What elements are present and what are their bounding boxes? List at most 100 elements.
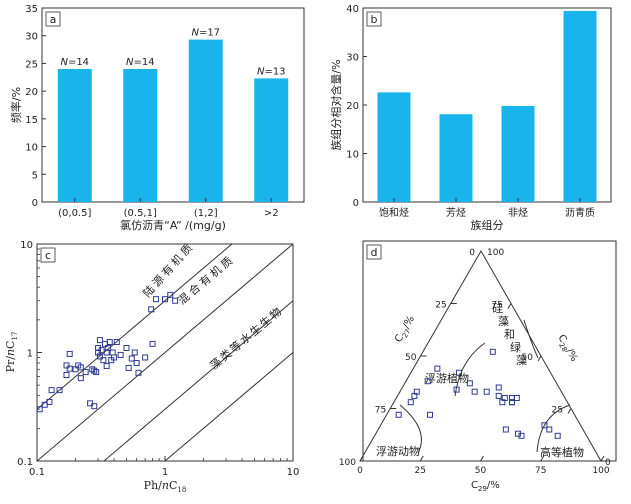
x-tick-label: 饱和烃 bbox=[379, 206, 409, 219]
tick-label: 100 bbox=[592, 466, 609, 476]
scatter-point bbox=[434, 365, 441, 372]
scatter-point bbox=[546, 426, 553, 433]
zone-label-diatom-4: 绿 bbox=[510, 340, 521, 354]
panel-a-frame bbox=[41, 7, 305, 203]
scatter-point bbox=[495, 384, 502, 391]
scatter-point bbox=[91, 367, 98, 374]
bar-annotation: N=13 bbox=[257, 66, 286, 77]
panel-b-y-ticks: 0 10 20 30 40 bbox=[346, 4, 367, 209]
x-tick-label: (0,0.5] bbox=[58, 208, 91, 219]
scatter-point bbox=[91, 403, 98, 410]
y-tick-label: 40 bbox=[346, 4, 359, 15]
scatter-point bbox=[103, 363, 110, 370]
scatter-point bbox=[63, 372, 70, 379]
scatter-point bbox=[502, 426, 509, 433]
panel-a-label: a bbox=[50, 13, 57, 26]
scatter-point bbox=[466, 380, 473, 387]
scatter-point bbox=[93, 369, 100, 376]
scatter-point bbox=[135, 369, 142, 376]
tick-mark bbox=[540, 455, 545, 462]
boundary-line bbox=[103, 300, 294, 462]
scatter-point bbox=[128, 355, 135, 362]
panel-c-points bbox=[36, 291, 179, 413]
bar-annotation: N=14 bbox=[60, 57, 89, 68]
x-tick-label: 1 bbox=[162, 467, 168, 478]
panel-c-ticks: 0.10.1 1 1 10 10 bbox=[17, 240, 299, 478]
y-tick-label: 5 bbox=[32, 170, 38, 181]
scatter-point bbox=[113, 338, 120, 345]
scatter-point bbox=[162, 296, 168, 303]
scatter-point bbox=[142, 354, 149, 361]
scatter-point bbox=[66, 365, 73, 372]
tick-mark bbox=[419, 455, 424, 462]
x-tick-label: 沥青质 bbox=[565, 206, 595, 219]
bar bbox=[123, 68, 158, 202]
panel-b-x-label: 族组分 bbox=[471, 218, 504, 232]
bar bbox=[254, 78, 289, 202]
tick-label: 75 bbox=[492, 301, 503, 311]
scatter-point bbox=[499, 399, 506, 406]
scatter-point bbox=[96, 337, 103, 344]
panel-b: b 0 10 20 30 40 饱和烃 芳烃 非烃 沥青质 族组分相对含量/% 族组分 bbox=[329, 4, 612, 232]
boundary-line bbox=[36, 243, 233, 410]
y-tick-label: 10 bbox=[20, 240, 33, 251]
panel-d-label: d bbox=[371, 246, 378, 259]
tick-label: 100 bbox=[339, 458, 356, 468]
x-tick-label: 芳烃 bbox=[446, 206, 466, 219]
scatter-point bbox=[63, 362, 70, 369]
y-tick-label: 0.1 bbox=[17, 457, 33, 468]
panel-b-y-label: 族组分相对含量/% bbox=[329, 59, 343, 150]
x-tick-label: (1,2] bbox=[194, 208, 218, 219]
zone-label-diatom-5: 藻 bbox=[516, 354, 527, 367]
x-tick-label: 10 bbox=[287, 467, 300, 478]
zone-label-diatom-1: 硅 bbox=[492, 302, 503, 315]
tick-mark bbox=[359, 455, 364, 462]
zone-curve-phytoplankton bbox=[454, 342, 486, 397]
scatter-point bbox=[395, 411, 402, 418]
y-tick-label: 35 bbox=[25, 4, 38, 15]
scatter-point bbox=[123, 345, 130, 352]
scatter-point bbox=[125, 364, 132, 371]
bar-annotation: N=14 bbox=[126, 57, 155, 68]
tick-mark bbox=[507, 303, 512, 309]
scatter-point bbox=[427, 411, 433, 418]
axis-label-c29: C29/% bbox=[471, 480, 500, 493]
scatter-point bbox=[56, 387, 63, 394]
scatter-point bbox=[48, 387, 55, 394]
zone-label-diatom-3: 和 bbox=[504, 328, 515, 341]
zone-curve-higher-plant bbox=[536, 404, 571, 453]
bar-annotation: N=17 bbox=[191, 28, 220, 39]
scatter-point bbox=[46, 398, 53, 405]
tick-label: 50 bbox=[405, 353, 417, 363]
tick-label: 0 bbox=[605, 458, 611, 468]
zone-label-diatom-2: 藻 bbox=[498, 315, 509, 328]
tick-mark bbox=[480, 455, 484, 462]
tick-mark bbox=[600, 455, 605, 462]
panel-b-x-ticks: 饱和烃 芳烃 非烃 沥青质 bbox=[379, 198, 595, 219]
panel-a-y-label: 频率/% bbox=[9, 87, 23, 123]
x-tick-label: 非烃 bbox=[508, 206, 528, 219]
scatter-point bbox=[413, 388, 420, 395]
tick-label: 50 bbox=[475, 466, 487, 476]
panel-a-x-label: 氯仿沥青“A” /(mg/g) bbox=[120, 218, 226, 232]
scatter-point bbox=[518, 432, 525, 439]
scatter-point bbox=[77, 375, 84, 382]
y-tick-label: 30 bbox=[346, 53, 359, 64]
y-tick-label: 20 bbox=[346, 101, 359, 112]
panel-c-label: c bbox=[45, 249, 51, 262]
scatter-point bbox=[148, 306, 155, 313]
y-tick-label: 0 bbox=[32, 198, 38, 209]
scatter-point bbox=[105, 345, 112, 352]
scatter-point bbox=[106, 338, 113, 345]
tick-label: 0 bbox=[357, 466, 363, 476]
x-tick-label: (0.5,1] bbox=[124, 208, 157, 219]
panel-a-x-ticks: (0,0.5] (0.5,1] (1,2] >2 bbox=[58, 198, 279, 219]
scatter-point bbox=[96, 353, 103, 360]
scatter-point bbox=[36, 406, 43, 413]
y-tick-label: 15 bbox=[25, 115, 38, 126]
scatter-point bbox=[133, 360, 140, 367]
tick-mark bbox=[537, 355, 542, 362]
scatter-point bbox=[152, 296, 159, 303]
